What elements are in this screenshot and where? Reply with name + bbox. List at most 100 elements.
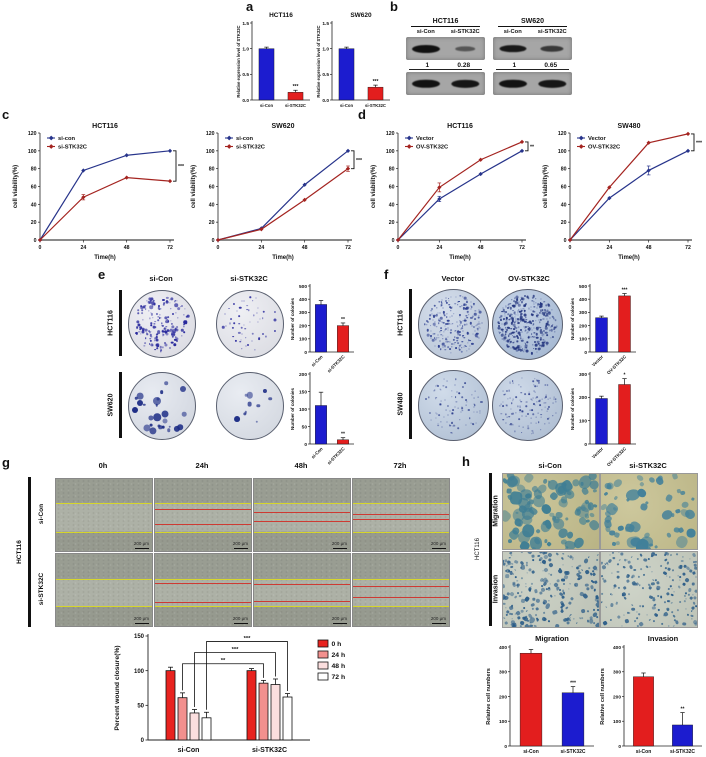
wound-edge-line-current <box>254 600 350 602</box>
svg-text:80: 80 <box>389 167 395 173</box>
svg-text:120: 120 <box>28 131 37 137</box>
wound-edge-line-current <box>254 520 350 522</box>
wound-edge-line-initial <box>254 605 350 607</box>
svg-text:0 h: 0 h <box>332 641 342 648</box>
svg-text:***: *** <box>570 681 576 687</box>
svg-text:500: 500 <box>579 284 587 290</box>
wound-edge-line-initial <box>353 579 449 581</box>
svg-text:80: 80 <box>209 167 215 173</box>
scale-bar: 200 μm <box>134 541 149 549</box>
line-chart-d-sw480: SW480 0 20 40 60 80 100 120 0 24 48 72 Time(h) cell v… <box>543 123 703 261</box>
svg-text:0: 0 <box>397 245 400 251</box>
svg-text:300: 300 <box>613 670 621 676</box>
svg-text:60: 60 <box>209 185 215 191</box>
svg-text:200: 200 <box>299 372 307 378</box>
svg-text:si-STK32C: si-STK32C <box>560 749 585 755</box>
svg-text:60: 60 <box>31 185 37 191</box>
svg-text:20: 20 <box>561 220 567 226</box>
svg-text:200: 200 <box>499 694 507 700</box>
svg-text:24: 24 <box>80 245 86 251</box>
svg-text:100: 100 <box>558 149 567 155</box>
svg-text:Number of colonies: Number of colonies <box>570 388 575 431</box>
svg-text:40: 40 <box>561 202 567 208</box>
wound-edge-line-initial <box>254 503 350 505</box>
svg-text:Number of colonies: Number of colonies <box>290 298 295 341</box>
colony-dish-image <box>128 290 196 358</box>
wound-image-sicon-48h: 200 μm <box>253 478 351 552</box>
wound-edge-line-initial <box>56 579 152 581</box>
blot-quantification: 1 0.28 <box>409 62 482 70</box>
svg-text:0.0: 0.0 <box>242 98 249 104</box>
svg-text:0: 0 <box>584 350 587 356</box>
panel-g-letter: g <box>2 455 10 470</box>
wound-edge-line-current <box>155 601 251 603</box>
wound-edge-line-current <box>155 523 251 525</box>
svg-text:SW620: SW620 <box>350 12 372 19</box>
svg-text:0: 0 <box>212 238 215 244</box>
svg-text:24: 24 <box>606 245 612 251</box>
svg-text:72: 72 <box>345 245 351 251</box>
wound-image-sistk32c-0h: 200 μm <box>55 553 153 627</box>
svg-text:150: 150 <box>299 389 307 395</box>
wound-image-sistk32c-24h: 200 μm <box>154 553 252 627</box>
svg-text:***: *** <box>373 79 379 85</box>
blot-group: SW620 si-Con si-STK32C 1 0.65 <box>493 18 572 95</box>
svg-text:100: 100 <box>134 669 145 675</box>
migration-image-si-stk32c <box>600 473 698 550</box>
svg-text:0.0: 0.0 <box>322 98 329 104</box>
col-header-0h: 0h <box>98 461 108 470</box>
svg-text:20: 20 <box>389 220 395 226</box>
svg-text:80: 80 <box>561 167 567 173</box>
row-divider <box>119 372 122 438</box>
blot-cell-line: SW620 <box>498 18 567 27</box>
svg-text:cell viability(%): cell viability(%) <box>543 165 549 208</box>
stk32c-blot-image <box>406 37 485 60</box>
wound-edge-line-initial <box>353 503 449 505</box>
bar-chart-h-invasion: Invasion 0 100 200 300 400 Relative cell numbe… <box>600 634 702 755</box>
wound-edge-line-initial <box>155 579 251 581</box>
blot-cell-line: HCT116 <box>411 18 480 27</box>
svg-text:72 h: 72 h <box>332 674 346 681</box>
scale-bar: 200 μm <box>332 541 347 549</box>
line-chart-c-sw620: SW620 0 20 40 60 80 100 120 0 24 48 72 Time(h) cell v… <box>191 123 363 261</box>
svg-text:400: 400 <box>499 645 507 651</box>
svg-text:si-Con: si-Con <box>310 446 324 460</box>
wound-image-sicon-72h: 200 μm <box>352 478 450 552</box>
svg-text:si-Con: si-Con <box>636 749 652 755</box>
colony-dish-image <box>492 370 563 441</box>
svg-text:100: 100 <box>579 337 587 343</box>
col-header-si-con: si-Con <box>538 461 562 470</box>
svg-text:100: 100 <box>206 149 215 155</box>
blot-group: HCT116 si-Con si-STK32C 1 0.28 <box>406 18 485 95</box>
svg-text:**: ** <box>341 432 345 438</box>
panel-b-letter: b <box>390 0 398 14</box>
svg-text:40: 40 <box>31 202 37 208</box>
wound-edge-line-current <box>254 512 350 514</box>
panel-divider <box>28 477 31 627</box>
wound-image-sistk32c-72h: 200 μm <box>352 553 450 627</box>
svg-text:1.0: 1.0 <box>242 46 249 52</box>
svg-text:100: 100 <box>299 407 307 413</box>
col-header-si-stk32c: si-STK32C <box>629 461 667 470</box>
svg-text:500: 500 <box>299 284 307 290</box>
svg-text:100: 100 <box>28 149 37 155</box>
svg-text:0: 0 <box>217 245 220 251</box>
svg-text:**: ** <box>341 317 345 323</box>
panel-h-letter: h <box>462 454 470 469</box>
svg-text:***: *** <box>178 164 185 170</box>
svg-text:SW480: SW480 <box>618 123 641 130</box>
svg-text:si-STK32C: si-STK32C <box>236 145 266 151</box>
svg-text:Number of colonies: Number of colonies <box>290 388 295 431</box>
svg-text:0: 0 <box>564 238 567 244</box>
svg-text:24: 24 <box>258 245 264 251</box>
svg-text:72: 72 <box>519 245 525 251</box>
row-label-hct116: HCT116 <box>107 310 115 336</box>
wound-edge-line-initial <box>254 579 350 581</box>
migration-image-si-con <box>502 473 600 550</box>
svg-text:si-STK32C: si-STK32C <box>285 103 306 108</box>
loading-control-blot-image <box>493 72 572 95</box>
panel-e-letter: e <box>98 267 106 282</box>
row-divider <box>409 370 412 439</box>
wound-edge-line-current <box>353 514 449 516</box>
